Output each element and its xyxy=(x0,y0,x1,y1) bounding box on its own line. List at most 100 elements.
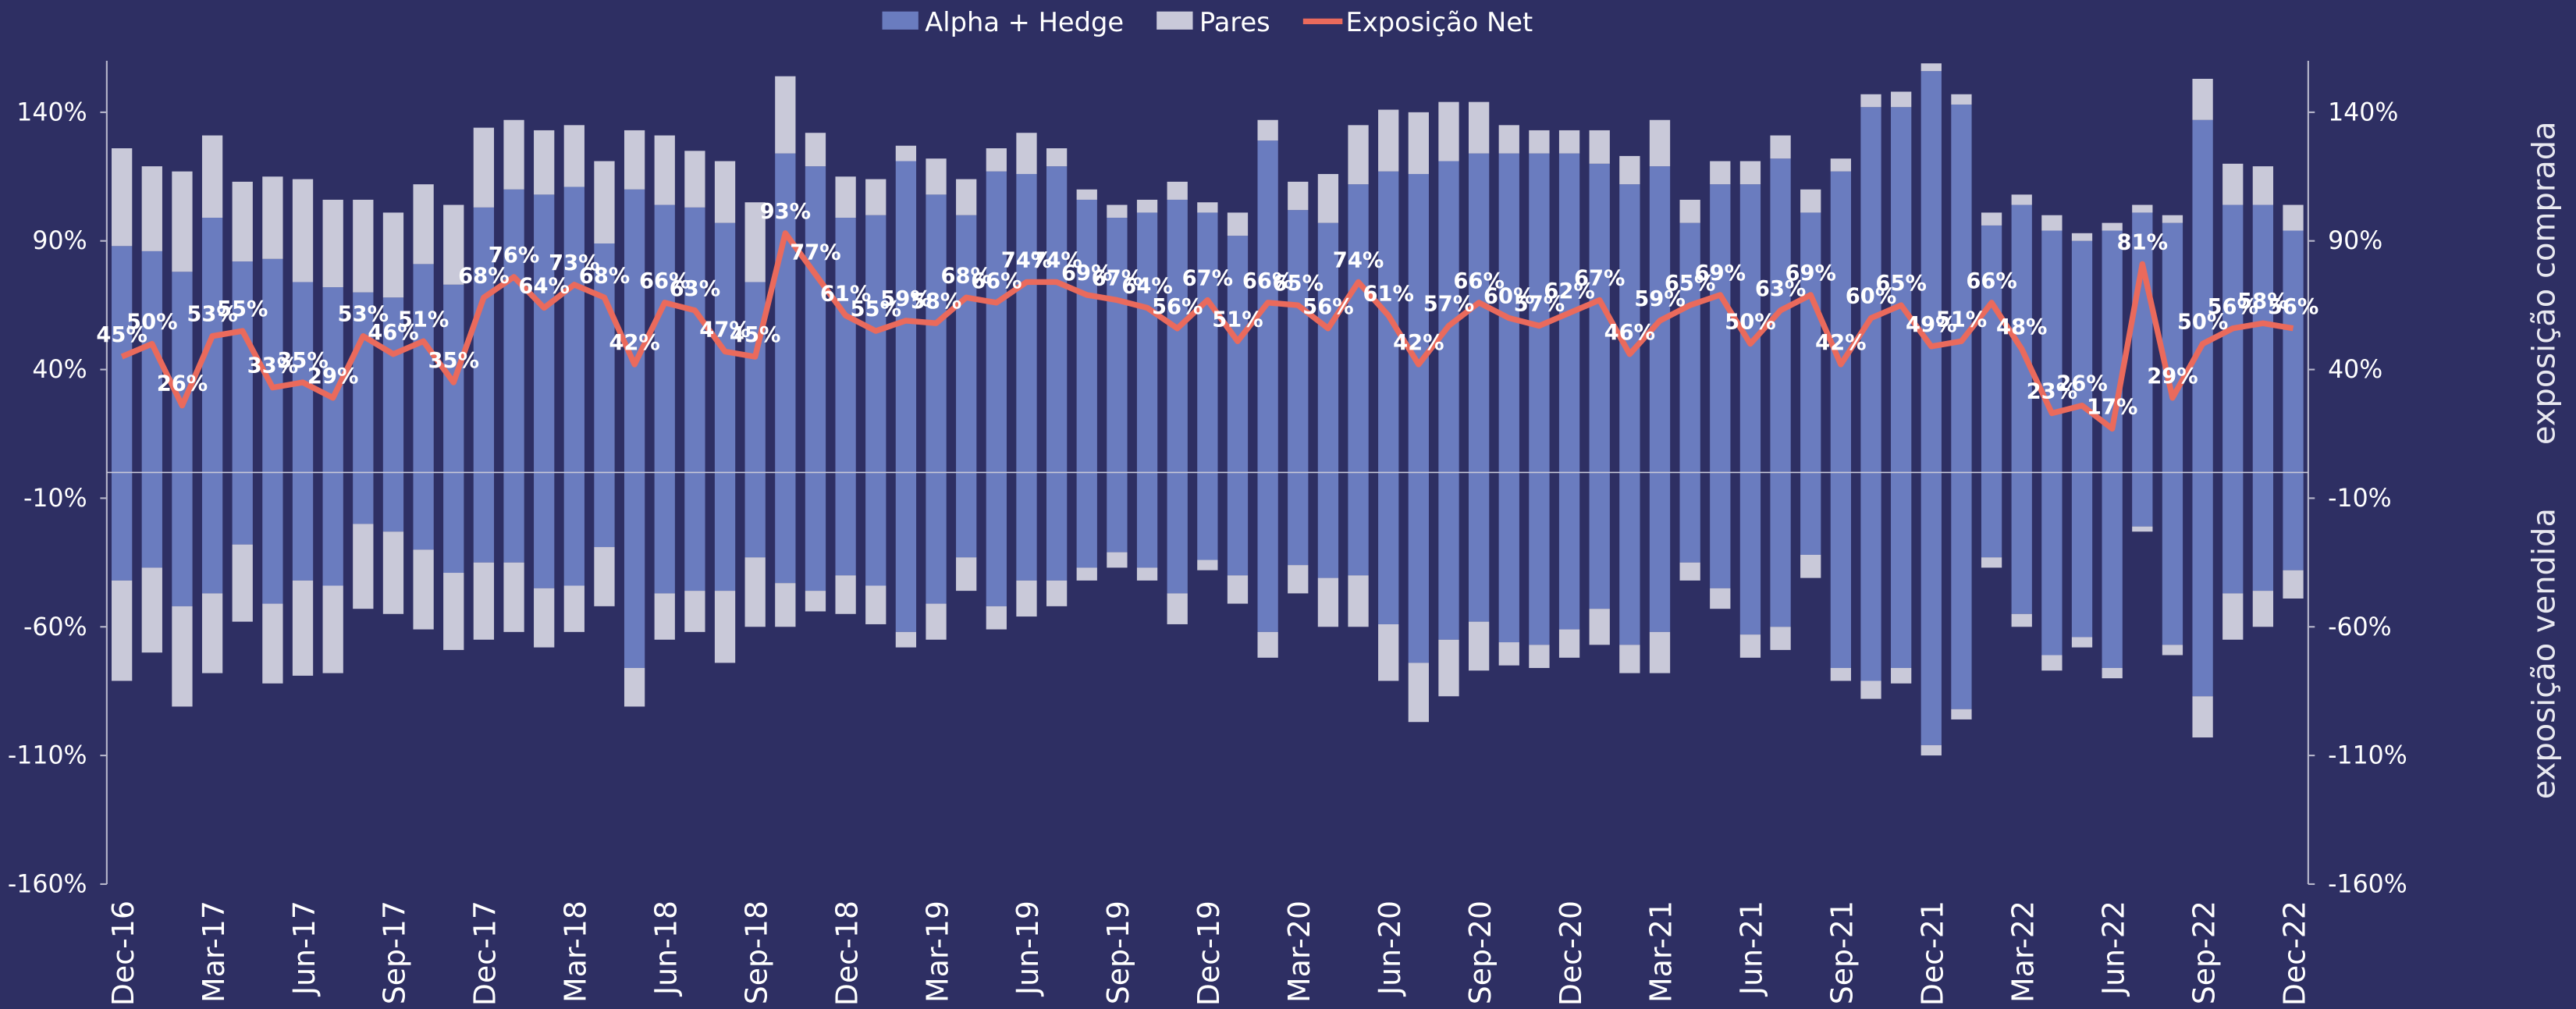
bar-long xyxy=(594,243,615,473)
bar-short xyxy=(292,472,314,581)
bar-short xyxy=(1227,575,1249,604)
bar-long xyxy=(201,135,223,218)
bar-short xyxy=(1619,472,1640,645)
bar-short xyxy=(2283,570,2304,599)
y2-axis-title: exposição comprada xyxy=(2527,121,2563,445)
bar-long xyxy=(1348,125,1369,185)
bar-long xyxy=(1317,173,1339,223)
x-tick-label: Sep-21 xyxy=(1825,901,1860,1004)
bar-short xyxy=(1981,472,2002,558)
x-tick-label: Mar-22 xyxy=(2006,901,2040,1003)
bar-short xyxy=(744,472,766,558)
bar-long xyxy=(1348,184,1369,473)
bar-long xyxy=(654,135,675,205)
data-label: 47% xyxy=(699,318,750,343)
bar-long xyxy=(2041,230,2063,473)
x-tick-label: Jun-19 xyxy=(1011,901,1045,997)
bar-short xyxy=(353,472,374,524)
legend-swatch xyxy=(1157,11,1193,30)
bar-long xyxy=(1288,210,1309,473)
bar-short xyxy=(805,472,826,592)
bar-short xyxy=(2162,472,2183,645)
bar-long xyxy=(926,158,947,195)
bar-short xyxy=(262,603,283,684)
data-label: 50% xyxy=(1725,311,1775,335)
bar-short xyxy=(654,593,675,640)
data-label: 53% xyxy=(338,303,389,327)
y2-tick-label: -110% xyxy=(2328,742,2407,770)
bar-long xyxy=(1317,222,1339,473)
bar-short xyxy=(835,472,856,576)
bar-long xyxy=(986,148,1007,172)
bar-long xyxy=(563,187,584,473)
bar-long xyxy=(2162,215,2183,223)
bar-long xyxy=(1076,199,1097,473)
bar-long xyxy=(1860,94,1881,108)
data-label: 17% xyxy=(2087,395,2137,419)
bar-long xyxy=(956,215,977,473)
bar-long xyxy=(1800,189,1821,213)
bar-long xyxy=(262,258,283,473)
bar-short xyxy=(654,472,675,594)
bar-short xyxy=(1076,567,1097,581)
bar-short xyxy=(1197,472,1218,560)
bar-long xyxy=(1378,109,1399,172)
data-label: 42% xyxy=(1815,331,1866,355)
bar-long xyxy=(1408,112,1429,174)
bar-long xyxy=(624,189,645,473)
bar-long xyxy=(503,189,524,473)
bar-short xyxy=(2162,645,2183,655)
bar-long xyxy=(2252,204,2274,473)
bar-short xyxy=(2222,593,2244,640)
bar-short xyxy=(1076,472,1097,568)
bar-long xyxy=(1438,101,1459,162)
data-label: 64% xyxy=(518,274,569,298)
bar-long xyxy=(2102,230,2123,473)
bar-long xyxy=(473,127,495,208)
bar-short xyxy=(684,472,705,592)
bar-long xyxy=(2192,78,2213,120)
x-tick-label: Mar-20 xyxy=(1282,901,1316,1003)
bar-short xyxy=(232,544,253,622)
data-label: 93% xyxy=(760,200,811,224)
bar-short xyxy=(322,472,343,586)
bar-long xyxy=(1257,119,1278,141)
bar-long xyxy=(262,176,283,259)
bar-short xyxy=(986,606,1007,630)
bar-long xyxy=(775,153,796,473)
bar-short xyxy=(1830,668,1852,681)
bar-long xyxy=(835,218,856,473)
bar-long xyxy=(1107,218,1128,473)
bar-long xyxy=(112,246,133,473)
bar-short xyxy=(1317,472,1339,578)
x-tick-label: Mar-19 xyxy=(920,901,954,1003)
bar-short xyxy=(1589,609,1610,645)
bar-short xyxy=(956,472,977,558)
bar-short xyxy=(1860,472,1881,681)
bar-long xyxy=(865,215,886,473)
data-label: 53% xyxy=(187,303,237,327)
data-label: 51% xyxy=(398,307,449,332)
bar-short xyxy=(1378,624,1399,681)
bar-short xyxy=(443,472,464,574)
bar-long xyxy=(865,179,886,215)
bar-long xyxy=(292,179,314,282)
bar-short xyxy=(1438,639,1459,697)
bar-long xyxy=(1951,104,1972,473)
bar-long xyxy=(172,171,193,272)
bar-long xyxy=(563,125,584,187)
bar-long xyxy=(1951,94,1972,105)
data-label: 56% xyxy=(1152,295,1203,319)
bar-long xyxy=(172,272,193,473)
bar-long xyxy=(744,282,766,473)
bar-long xyxy=(2011,194,2032,205)
bar-short xyxy=(382,472,404,532)
bar-short xyxy=(2011,472,2032,614)
bar-long xyxy=(775,76,796,154)
bar-long xyxy=(1046,166,1068,473)
bar-short xyxy=(2192,472,2213,697)
x-tick-label: Jun-18 xyxy=(648,901,683,997)
bar-short xyxy=(1107,552,1128,568)
bar-short xyxy=(1981,557,2002,568)
bar-long xyxy=(684,207,705,473)
